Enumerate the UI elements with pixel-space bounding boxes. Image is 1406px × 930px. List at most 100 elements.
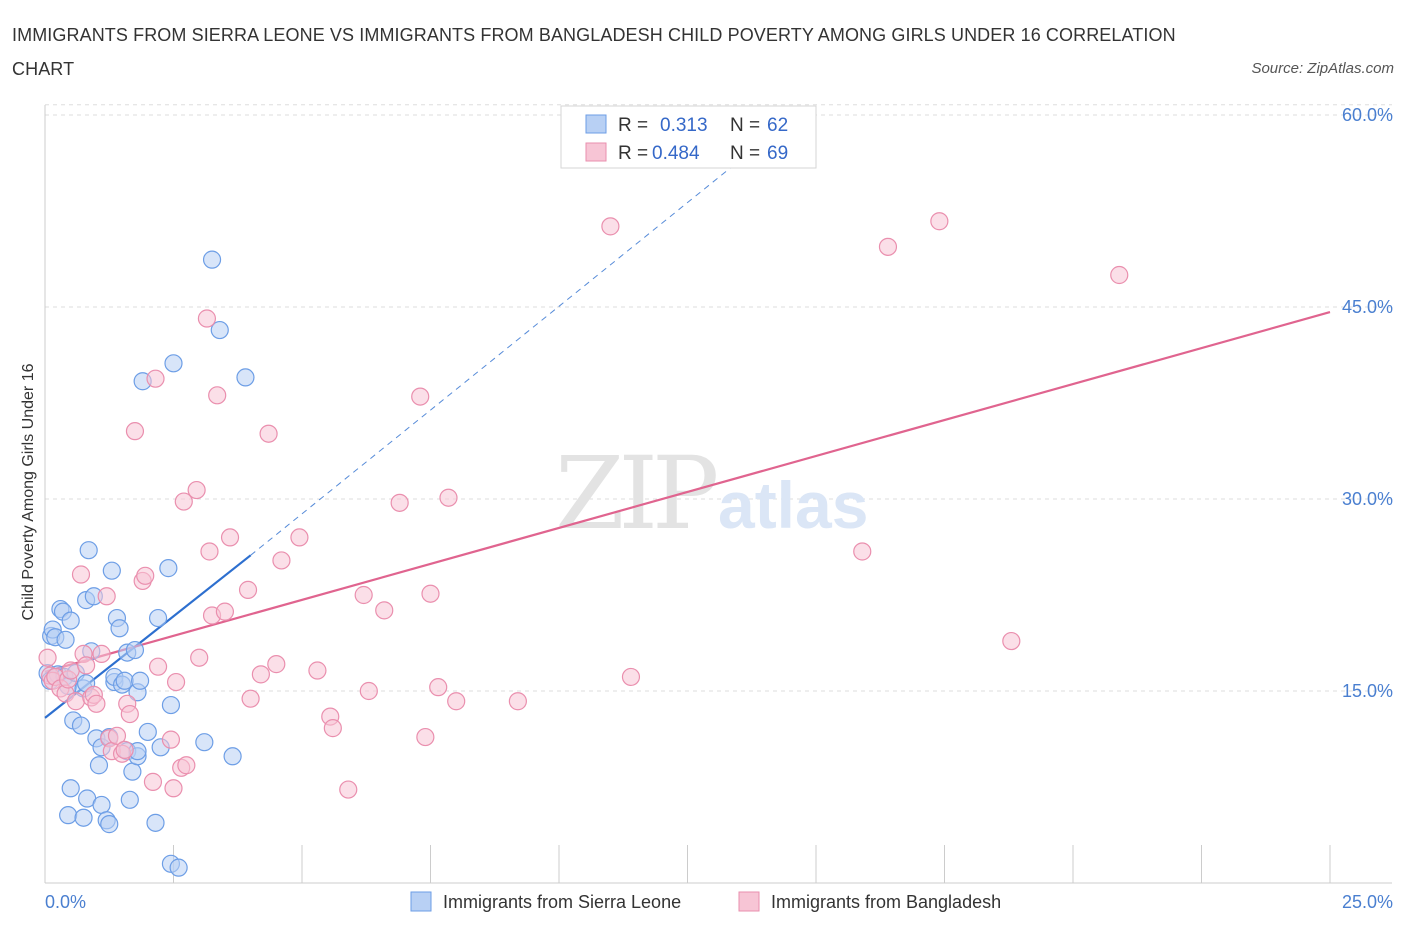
legend-r-label-pink: R = <box>618 143 648 164</box>
point-pink-42 <box>215 602 234 621</box>
x-tick-label-max: 25.0% <box>1342 892 1393 912</box>
point-blue-54 <box>161 695 181 715</box>
point-blue-41 <box>120 790 139 809</box>
point-pink-57 <box>375 601 394 620</box>
point-pink-8 <box>66 692 85 711</box>
point-pink-44 <box>238 580 258 599</box>
point-blue-60 <box>210 320 229 340</box>
point-pink-23 <box>120 704 139 724</box>
point-pink-31 <box>164 779 183 798</box>
point-pink-19 <box>107 726 127 745</box>
y-tick-label-1: 30.0% <box>1342 489 1393 509</box>
watermark: ZIP atlas <box>555 435 868 552</box>
point-pink-43 <box>220 528 240 547</box>
point-pink-64 <box>447 692 466 711</box>
series-legend-label-pink: Immigrants from Bangladesh <box>771 892 1001 912</box>
point-pink-7 <box>61 661 80 680</box>
trend-line-pink <box>44 311 1331 673</box>
point-blue-42 <box>123 762 142 781</box>
point-pink-51 <box>308 661 327 680</box>
point-blue-51 <box>148 608 168 628</box>
legend-n-value-blue: 62 <box>767 115 788 136</box>
point-blue-9 <box>56 630 75 649</box>
point-pink-61 <box>421 584 440 603</box>
point-pink-32 <box>166 672 186 692</box>
point-blue-61 <box>223 747 242 766</box>
point-pink-9 <box>71 565 91 584</box>
point-blue-16 <box>71 716 91 735</box>
chart-source: Source: ZipAtlas.com <box>1251 60 1394 77</box>
point-pink-59 <box>411 387 430 406</box>
point-pink-47 <box>259 424 278 443</box>
legend-r-value-pink: 0.484 <box>652 143 700 164</box>
point-pink-63 <box>439 488 458 507</box>
point-pink-21 <box>115 740 134 759</box>
trend-line-extension-blue <box>250 160 740 556</box>
y-tick-label-0: 15.0% <box>1342 681 1393 701</box>
legend-n-value-pink: 69 <box>767 143 788 164</box>
watermark-zip: ZIP <box>555 435 716 552</box>
point-pink-49 <box>272 551 291 570</box>
series-legend-swatch-blue <box>410 891 432 912</box>
axes <box>44 105 1392 884</box>
point-pink-71 <box>1002 631 1021 651</box>
point-blue-49 <box>138 722 157 742</box>
point-blue-31 <box>100 815 119 834</box>
point-pink-11 <box>77 656 96 675</box>
point-blue-18 <box>74 808 93 827</box>
point-pink-36 <box>187 480 206 500</box>
point-pink-0 <box>38 648 57 667</box>
point-blue-53 <box>159 559 178 578</box>
point-blue-59 <box>202 250 222 269</box>
point-pink-53 <box>323 719 342 738</box>
point-pink-39 <box>200 542 219 561</box>
point-blue-62 <box>236 368 255 387</box>
point-pink-30 <box>161 730 181 749</box>
point-blue-26 <box>89 756 109 775</box>
point-pink-55 <box>354 585 373 605</box>
point-pink-38 <box>197 309 217 328</box>
point-pink-24 <box>125 422 145 441</box>
point-pink-69 <box>878 237 898 256</box>
legend-n-label-blue: N = <box>730 115 760 136</box>
point-pink-70 <box>930 212 949 231</box>
y-tick-label-3: 60.0% <box>1342 105 1393 125</box>
point-blue-36 <box>110 619 129 638</box>
point-pink-35 <box>177 756 196 775</box>
point-blue-32 <box>102 561 121 580</box>
series-legend: Immigrants from Sierra Leone Immigrants … <box>410 891 1001 912</box>
point-pink-45 <box>241 689 260 708</box>
y-axis-label: Child Poverty Among Girls Under 16 <box>20 363 37 620</box>
data-points <box>38 212 1129 877</box>
axis-ticks <box>44 845 1331 883</box>
point-pink-56 <box>359 681 378 701</box>
point-pink-66 <box>601 217 620 236</box>
legend-swatch-blue <box>585 114 607 134</box>
point-pink-28 <box>146 369 165 388</box>
point-blue-56 <box>164 354 183 373</box>
point-pink-62 <box>429 678 448 697</box>
legend-swatch-pink <box>585 142 607 162</box>
point-blue-12 <box>59 806 78 825</box>
point-blue-11 <box>61 611 80 630</box>
point-pink-68 <box>853 542 872 561</box>
series-legend-swatch-pink <box>738 891 760 912</box>
point-pink-54 <box>339 780 358 799</box>
point-blue-43 <box>125 640 145 660</box>
point-pink-48 <box>267 655 286 674</box>
point-pink-14 <box>87 694 106 713</box>
watermark-atlas: atlas <box>718 468 868 542</box>
correlation-legend: R = 0.313 N = 62 R = 0.484 N = 69 <box>560 105 817 169</box>
point-pink-58 <box>390 493 409 512</box>
legend-r-value-blue: 0.313 <box>660 115 708 136</box>
point-blue-58 <box>195 733 214 752</box>
point-pink-60 <box>416 727 435 747</box>
point-pink-46 <box>251 665 270 684</box>
point-pink-72 <box>1110 265 1129 285</box>
point-blue-50 <box>146 813 165 832</box>
point-pink-26 <box>136 566 155 585</box>
point-pink-34 <box>174 492 193 511</box>
point-pink-29 <box>148 657 168 676</box>
point-pink-41 <box>208 386 227 405</box>
